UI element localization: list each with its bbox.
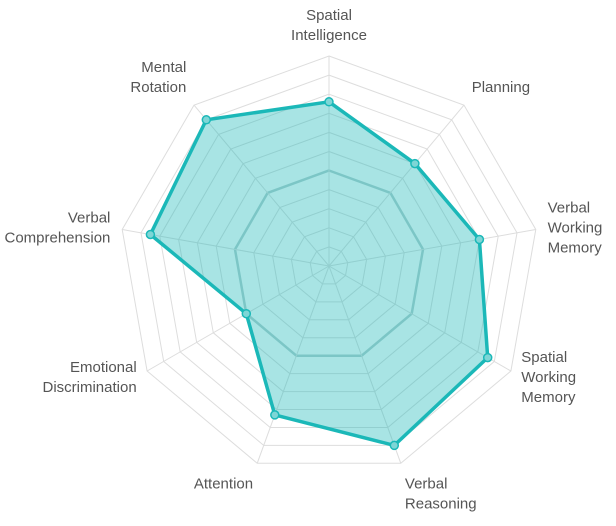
grid-spoke <box>328 104 465 267</box>
axis-label: Emotional Discrimination <box>42 359 136 396</box>
series-area <box>148 100 490 448</box>
axis-label-line: Mental <box>141 59 186 76</box>
grid-spoke <box>328 229 536 267</box>
axis-label-line: Working <box>548 220 603 237</box>
axis-label: Spatial Intelligence <box>291 7 367 44</box>
grid-ring <box>253 189 405 339</box>
axis-label: Planning <box>472 79 530 96</box>
radar-spokes <box>122 56 536 464</box>
grid-spoke <box>328 265 402 464</box>
grid-ring <box>140 74 518 446</box>
data-point[interactable] <box>474 234 485 245</box>
grid-ring <box>196 131 462 393</box>
axis-label: Verbal Working Memory <box>548 200 603 257</box>
axis-label-line: Verbal <box>405 476 448 493</box>
axis-label: Verbal Reasoning <box>405 476 477 513</box>
data-point[interactable] <box>241 308 252 319</box>
grid-ring <box>215 150 443 375</box>
grid-ring <box>233 169 425 357</box>
data-point[interactable] <box>482 352 493 363</box>
data-point[interactable] <box>201 115 212 125</box>
grid-spoke <box>146 265 330 372</box>
axis-label: Verbal Comprehension <box>4 210 110 247</box>
axis-label-line: Intelligence <box>291 27 367 44</box>
axis-label: Attention <box>194 476 253 493</box>
data-point[interactable] <box>270 410 280 420</box>
axis-label-line: Comprehension <box>4 230 110 247</box>
axis-label-line: Working <box>521 369 576 386</box>
axis-label: Spatial Working Memory <box>521 349 576 406</box>
axis-label-line: Discrimination <box>42 379 136 396</box>
axis-label-line: Verbal <box>68 210 111 227</box>
axis-labels: Spatial Intelligence Planning Verbal Working… <box>4 7 602 513</box>
grid-spoke <box>256 265 330 464</box>
axis-label: Mental Rotation <box>130 59 186 96</box>
axis-label-line: Spatial <box>306 7 352 24</box>
radar-series <box>145 97 493 451</box>
axis-label-line: Rotation <box>130 79 186 96</box>
axis-label-line: Spatial <box>521 349 567 366</box>
axis-label-line: Planning <box>472 79 530 96</box>
axis-label-line: Memory <box>521 389 576 406</box>
axis-label-line: Reasoning <box>405 496 477 513</box>
grid-spoke <box>122 229 330 267</box>
data-point[interactable] <box>410 158 420 169</box>
grid-spoke <box>328 265 512 372</box>
grid-ring <box>178 112 480 410</box>
axis-label-line: Memory <box>548 240 603 257</box>
data-point[interactable] <box>324 97 334 107</box>
axis-label-line: Verbal <box>548 200 591 217</box>
grid-ring <box>272 208 386 321</box>
data-point[interactable] <box>389 440 400 451</box>
grid-ring <box>290 227 368 303</box>
data-point[interactable] <box>145 229 156 240</box>
grid-ring <box>121 55 537 464</box>
grid-ring <box>309 246 349 285</box>
axis-label-line: Emotional <box>70 359 137 376</box>
grid-spoke <box>193 104 330 267</box>
axis-label-line: Attention <box>194 476 253 493</box>
